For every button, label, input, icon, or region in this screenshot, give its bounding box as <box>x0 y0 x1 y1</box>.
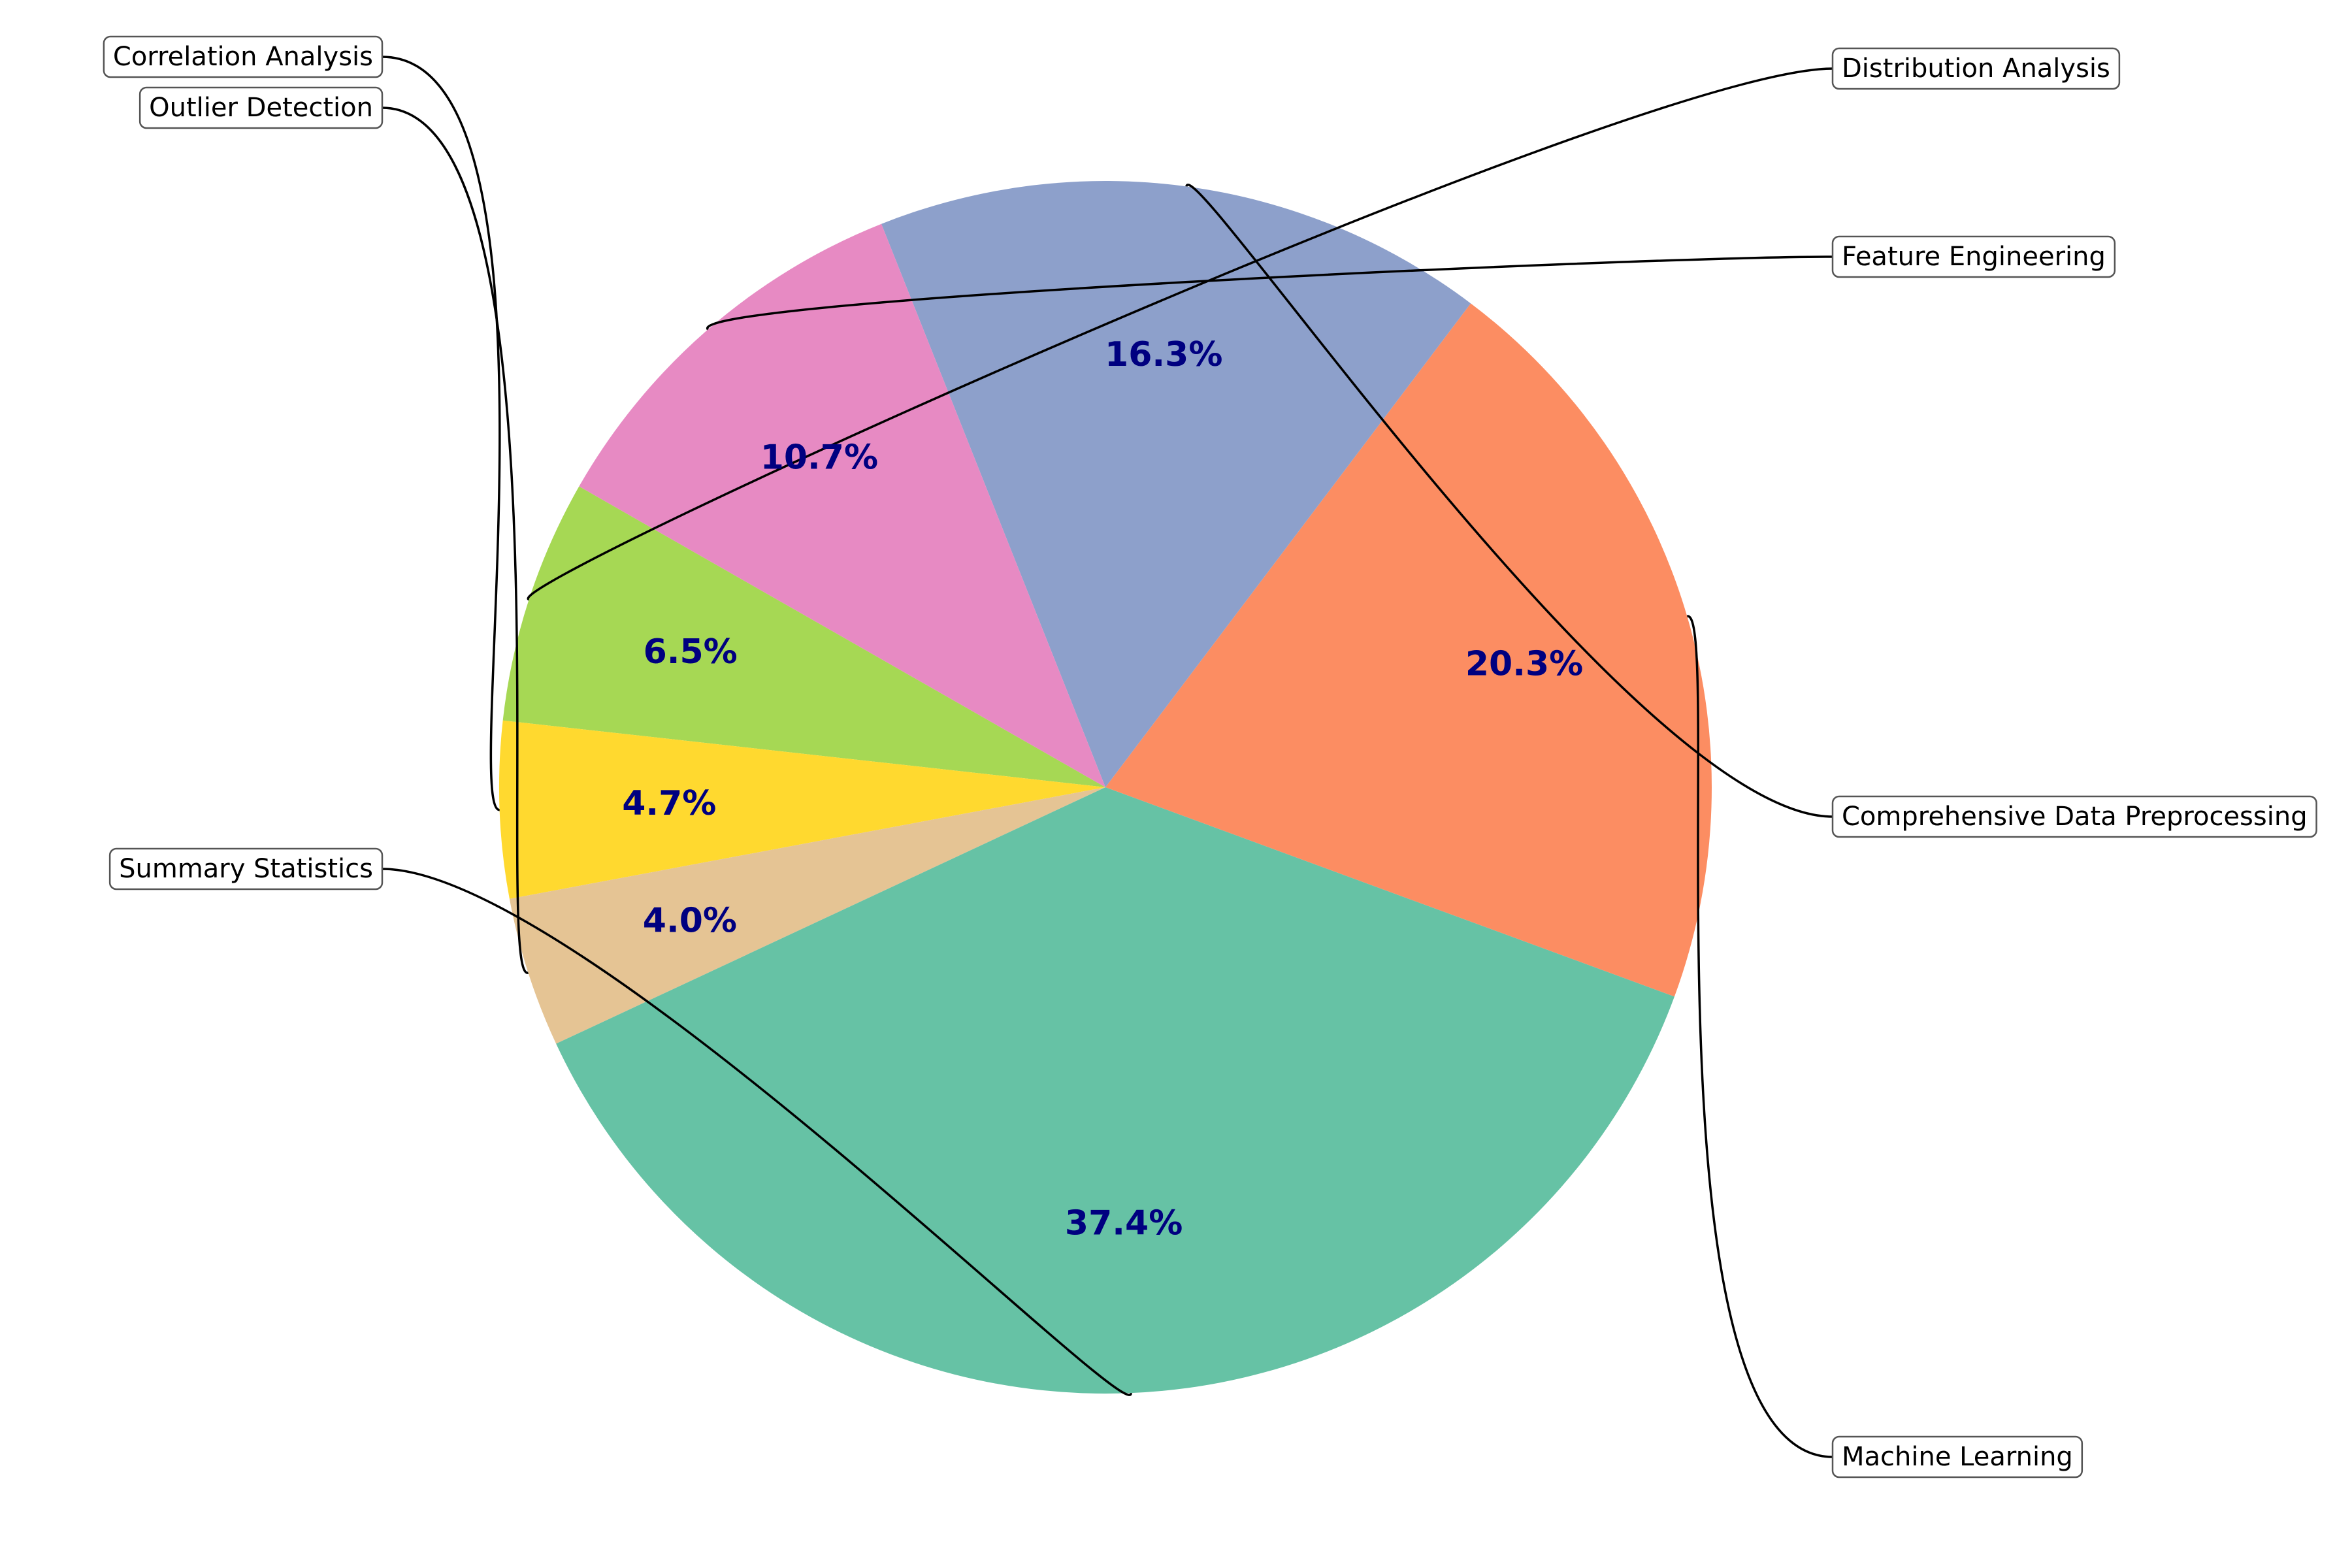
label-box <box>139 86 384 129</box>
label-box <box>1831 1435 2083 1478</box>
label-leader-lines <box>382 56 1833 1458</box>
label-text: Correlation Analysis <box>113 42 373 72</box>
percent-labels: 20.3% 16.3% 10.7% 6.5% 4.7% 4.0% 37.4% <box>622 335 1583 1243</box>
category-label-machine-learning: Machine Learning <box>1831 1435 2083 1478</box>
pie-slice-machine-learning <box>1105 303 1712 997</box>
label-text: Comprehensive Data Preprocessing <box>1842 802 2308 832</box>
percent-label-summary-statistics: 37.4% <box>1065 1204 1183 1243</box>
category-labels: Machine Learning Comprehensive Data Prepr… <box>103 35 2317 1478</box>
percent-label-correlation-analysis: 4.7% <box>622 784 716 823</box>
percent-label-comprehensive-data-preprocessing: 16.3% <box>1105 335 1222 374</box>
category-label-summary-statistics: Summary Statistics <box>108 847 384 890</box>
category-label-outlier-detection: Outlier Detection <box>139 86 384 129</box>
leader-line-correlation-analysis <box>382 56 501 811</box>
pie-slice-summary-statistics <box>556 787 1674 1394</box>
pie-slices <box>499 181 1712 1394</box>
label-box <box>1831 47 2121 90</box>
label-text: Feature Engineering <box>1842 242 2106 272</box>
label-box <box>1831 235 2116 278</box>
label-box <box>103 35 384 78</box>
leader-line-distribution-analysis <box>527 67 1833 601</box>
label-box <box>108 847 384 890</box>
label-text: Distribution Analysis <box>1842 54 2110 84</box>
category-label-correlation-analysis: Correlation Analysis <box>103 35 384 78</box>
pie-slice-outlier-detection <box>509 787 1105 1044</box>
label-text: Summary Statistics <box>119 854 373 884</box>
pie-slice-comprehensive-data-preprocessing <box>881 181 1471 787</box>
percent-label-distribution-analysis: 6.5% <box>644 632 738 672</box>
pie-slice-correlation-analysis <box>499 720 1105 899</box>
leader-line-summary-statistics <box>382 868 1132 1396</box>
category-label-feature-engineering: Feature Engineering <box>1831 235 2116 278</box>
label-text: Machine Learning <box>1842 1442 2073 1472</box>
percent-label-outlier-detection: 4.0% <box>643 901 737 940</box>
label-text: Outlier Detection <box>149 93 373 123</box>
leader-line-feature-engineering <box>706 255 1833 331</box>
leader-line-comprehensive-data-preprocessing <box>1185 184 1833 818</box>
category-label-comprehensive-data-preprocessing: Comprehensive Data Preprocessing <box>1831 795 2317 838</box>
leader-line-machine-learning <box>1686 615 1833 1458</box>
percent-label-feature-engineering: 10.7% <box>760 438 878 478</box>
pie-slice-feature-engineering <box>579 223 1105 787</box>
label-box <box>1831 795 2317 838</box>
percent-label-machine-learning: 20.3% <box>1465 645 1583 684</box>
leader-line-outlier-detection <box>382 106 529 974</box>
category-label-distribution-analysis: Distribution Analysis <box>1831 47 2121 90</box>
pie-slice-distribution-analysis <box>502 486 1105 787</box>
